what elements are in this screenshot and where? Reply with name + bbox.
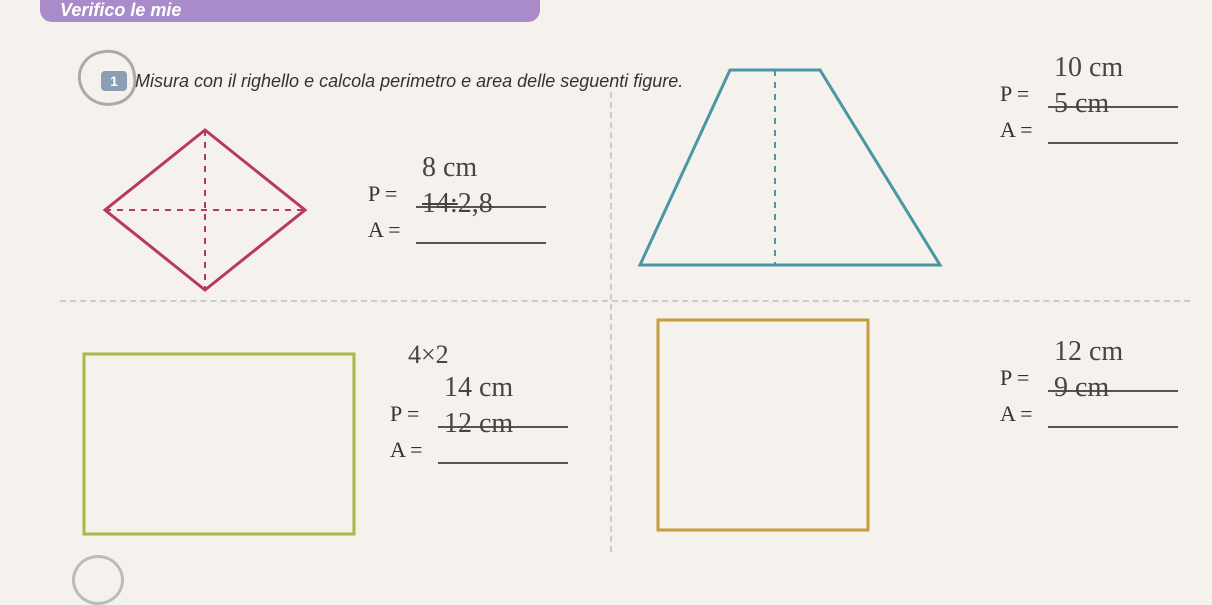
perimeter-value: 12 cm	[1048, 336, 1123, 367]
area-label: A =	[1000, 117, 1048, 143]
area-value: 14:2,8	[416, 188, 493, 219]
perimeter-value: 14 cm	[438, 372, 513, 403]
rhombus-shape	[80, 110, 340, 330]
area-value: 12 cm	[438, 408, 513, 439]
perimeter-label: P =	[1000, 365, 1048, 391]
perimeter-value: 8 cm	[416, 152, 477, 183]
perimeter-label: P =	[1000, 81, 1048, 107]
area-label: A =	[1000, 401, 1048, 427]
rhombus-labels: P = 8 cm A = 14:2,8	[368, 180, 546, 252]
trapezoid-labels: P = 10 cm A = 5 cm	[1000, 80, 1178, 152]
area-label: A =	[390, 437, 438, 463]
perimeter-label: P =	[390, 401, 438, 427]
header-banner: Verifico le mie	[40, 0, 540, 22]
rectangle-shape	[78, 348, 368, 548]
rectangle-labels: P = 14 cm A = 12 cm	[390, 400, 568, 472]
exercise-badge: 1	[101, 71, 127, 91]
instruction-text: Misura con il righello e calcola perimet…	[135, 71, 683, 92]
square-labels: P = 12 cm A = 9 cm	[1000, 364, 1178, 436]
square-shape	[650, 312, 880, 542]
trapezoid-shape	[620, 60, 980, 290]
perimeter-label: P =	[368, 181, 416, 207]
pencil-circle-2	[72, 555, 124, 605]
perimeter-value: 10 cm	[1048, 52, 1123, 83]
area-value: 5 cm	[1048, 88, 1109, 119]
area-label: A =	[368, 217, 416, 243]
area-value: 9 cm	[1048, 372, 1109, 403]
rectangle-note: 4×2	[408, 340, 449, 370]
vertical-divider	[610, 92, 612, 552]
